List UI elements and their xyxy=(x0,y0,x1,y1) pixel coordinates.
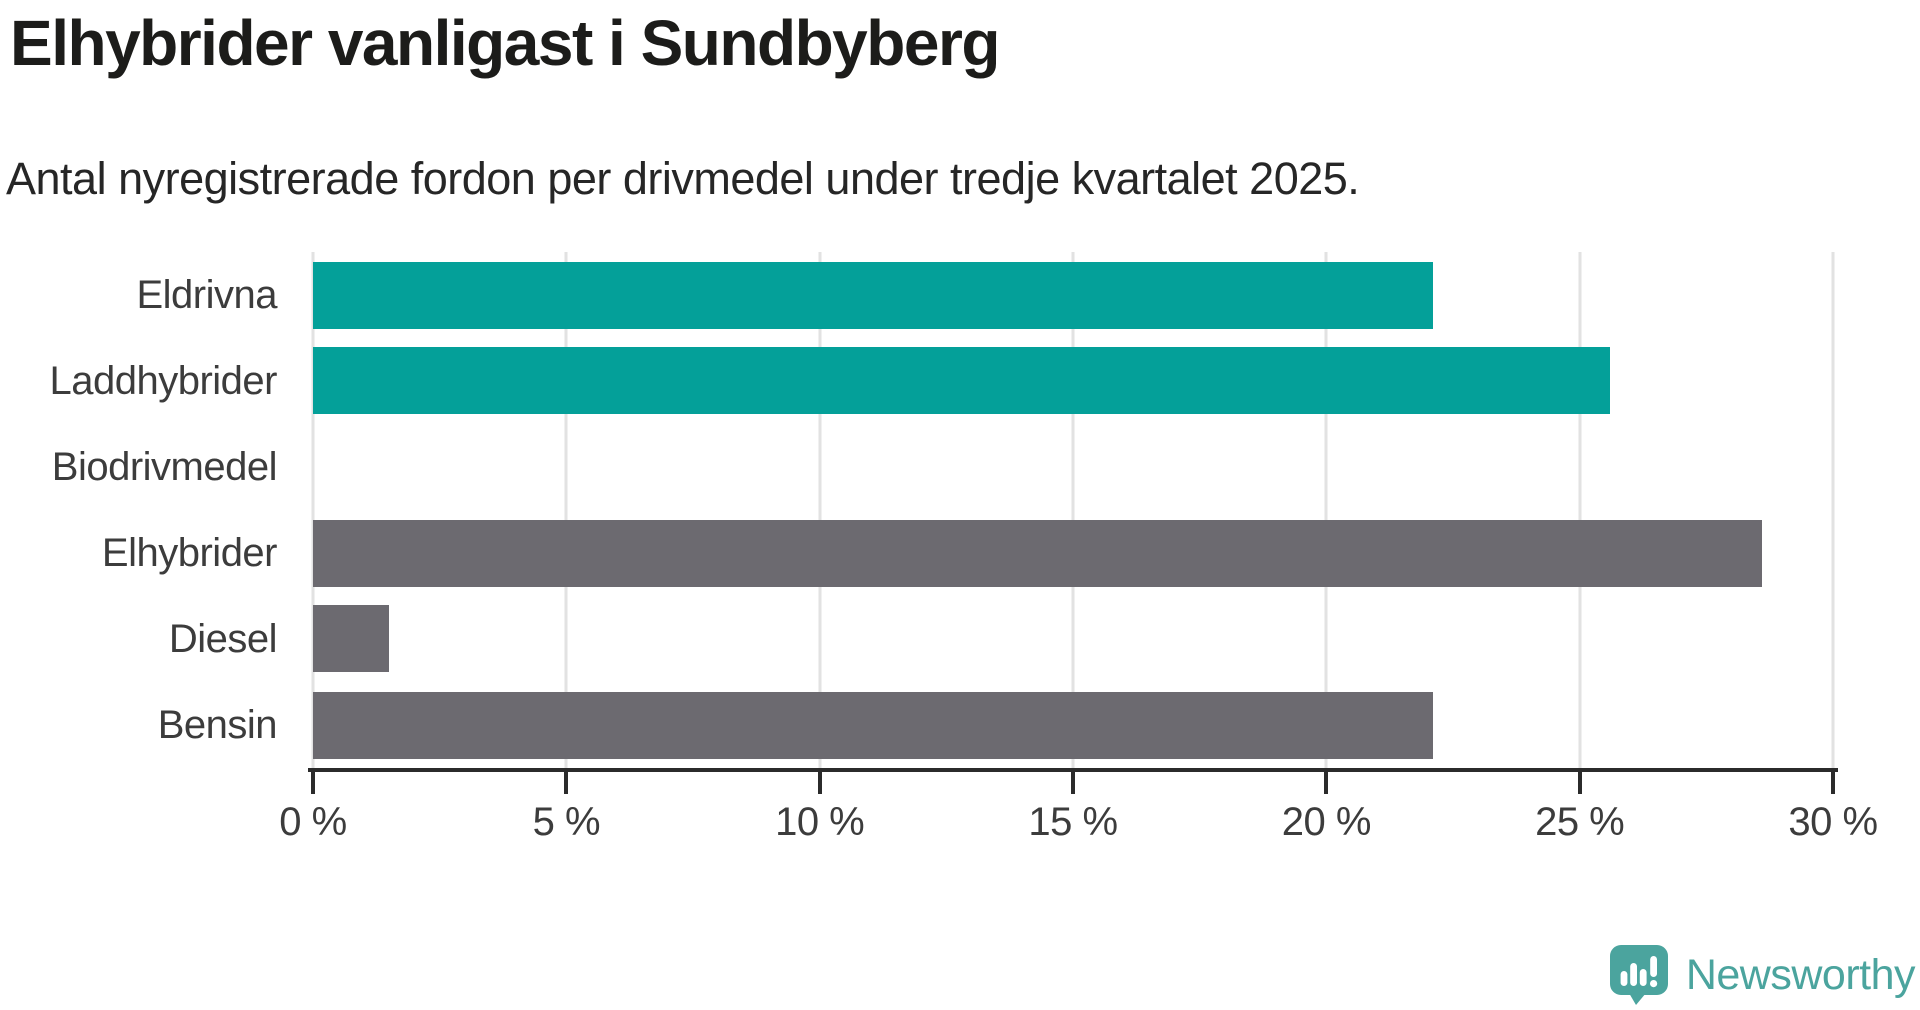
plot-area xyxy=(311,252,1835,768)
gridline-5 xyxy=(564,252,568,768)
x-tick-label-30: 30 % xyxy=(1788,800,1878,844)
category-label-diesel: Diesel xyxy=(168,616,278,661)
gridline-10 xyxy=(818,252,822,768)
x-tick-label-10: 10 % xyxy=(775,800,865,844)
x-tick-5 xyxy=(564,768,569,794)
x-tick-20 xyxy=(1324,768,1329,794)
x-tick-0 xyxy=(311,768,315,794)
chart-title: Elhybrider vanligast i Sundbyberg xyxy=(10,7,1000,79)
gridline-25 xyxy=(1578,252,1582,768)
x-tick-10 xyxy=(817,768,822,794)
newsworthy-logo-icon xyxy=(1609,945,1668,1005)
category-label-eldrivna: Eldrivna xyxy=(136,272,277,317)
gridline-30 xyxy=(1831,252,1835,768)
x-axis: 0 % 5 % 10 % 15 % 20 % 25 % 30 % xyxy=(279,768,1878,858)
x-tick-label-0: 0 % xyxy=(279,800,347,844)
chart-subtitle: Antal nyregistrerade fordon per drivmede… xyxy=(6,153,1360,204)
category-label-biodrivmedel: Biodrivmedel xyxy=(51,444,278,489)
bar-elhybrider xyxy=(313,519,1763,587)
gridline-0 xyxy=(311,252,315,768)
bar-eldrivna xyxy=(313,261,1433,329)
category-label-elhybrider: Elhybrider xyxy=(101,530,278,575)
x-tick-25 xyxy=(1577,768,1582,794)
category-label-bensin: Bensin xyxy=(157,702,278,747)
bar-laddhybrider xyxy=(313,347,1611,415)
category-label-laddhybrider: Laddhybrider xyxy=(49,358,278,403)
gridline-15 xyxy=(1071,252,1075,768)
x-tick-label-25: 25 % xyxy=(1535,800,1625,844)
bar-diesel xyxy=(313,605,389,673)
x-tick-15 xyxy=(1071,768,1075,794)
gridline-20 xyxy=(1324,252,1328,768)
x-tick-label-15: 15 % xyxy=(1028,800,1118,844)
brand-name: Newsworthy xyxy=(1685,950,1916,999)
bar-bensin xyxy=(313,691,1433,759)
x-tick-30 xyxy=(1831,768,1835,794)
brand-logo: Newsworthy xyxy=(1609,945,1916,1005)
category-labels: Eldrivna Laddhybrider Biodrivmedel Elhybrid… xyxy=(0,252,278,768)
x-tick-label-20: 20 % xyxy=(1281,800,1372,844)
x-tick-label-5: 5 % xyxy=(532,800,601,844)
